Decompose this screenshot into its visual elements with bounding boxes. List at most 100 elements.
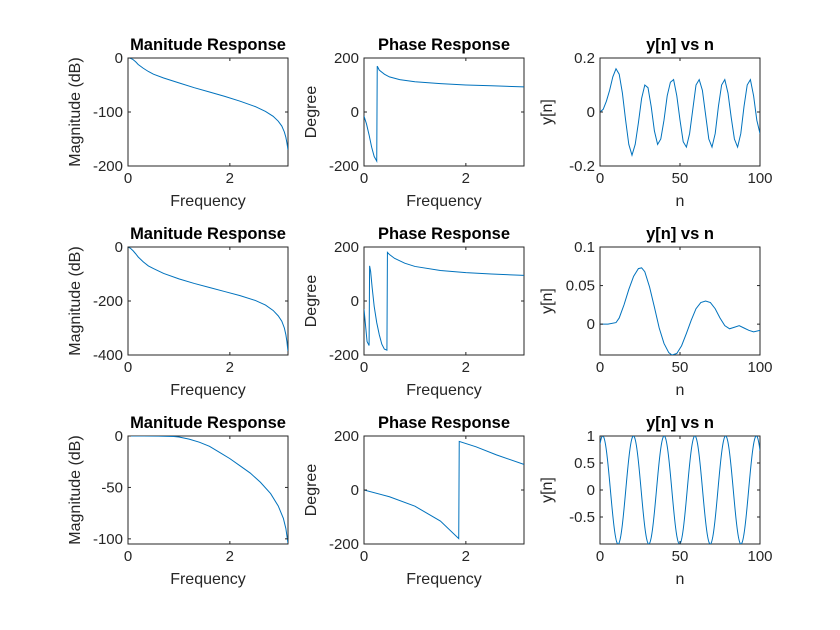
y-tick-label: 200: [334, 50, 359, 67]
x-tick-label: 0: [596, 548, 604, 565]
series-line: [364, 65, 524, 164]
y-tick-label: -0.2: [569, 158, 595, 175]
subplot-6: 0 50 100 0 0.05 0.1 y[n] vs n n y[n]: [539, 225, 773, 399]
x-tick-label: 0: [124, 359, 132, 376]
x-tick-label: 100: [747, 548, 772, 565]
x-axis-label: n: [676, 193, 685, 210]
axes-box: [599, 435, 761, 545]
y-tick-label: 0: [587, 104, 595, 121]
subplot-3: 0 50 100-0.200.2y[n] vs nny[n]: [539, 36, 773, 210]
axes-box: [363, 435, 525, 545]
axes-box: [599, 246, 761, 356]
chart-title: Manitude Response: [130, 414, 286, 432]
series-line: [600, 67, 760, 157]
y-tick-label: 200: [334, 239, 359, 256]
y-tick-label: 0: [115, 428, 123, 445]
x-tick-label: 100: [747, 359, 772, 376]
series-line: [128, 436, 288, 544]
y-tick-label: -200: [93, 293, 123, 310]
x-tick-label: 50: [672, 359, 689, 376]
x-tick-label: 2: [226, 548, 234, 565]
x-tick-label: 100: [747, 170, 772, 187]
x-tick-label: 50: [672, 170, 689, 187]
y-tick-label: 0.1: [574, 239, 595, 256]
chart-title: y[n] vs n: [646, 414, 714, 432]
subplot-4: 0 2 -400 -200 0 Manitude Response Frequency Mag…: [67, 225, 289, 399]
x-tick-label: 0: [124, 548, 132, 565]
chart-title: Phase Response: [378, 225, 510, 243]
y-tick-label: 0: [351, 482, 359, 499]
x-tick-label: 50: [672, 548, 689, 565]
series-line: [364, 440, 524, 540]
axes-box: [363, 57, 525, 167]
y-tick-label: -400: [93, 347, 123, 364]
chart-title: Phase Response: [378, 414, 510, 432]
y-axis-label: Degree: [303, 275, 320, 328]
y-tick-label: 0.2: [574, 50, 595, 67]
x-tick-label: 0: [360, 548, 368, 565]
series-line: [128, 247, 288, 352]
y-tick-label: 0: [115, 50, 123, 67]
y-tick-label: 0: [587, 316, 595, 333]
x-tick-label: 2: [226, 359, 234, 376]
x-tick-label: 0: [360, 170, 368, 187]
y-tick-label: 0.05: [566, 278, 595, 295]
y-tick-label: -0.5: [569, 509, 595, 526]
x-axis-label: Frequency: [170, 382, 246, 399]
x-axis-label: n: [676, 571, 685, 588]
x-axis-label: n: [676, 382, 685, 399]
y-axis-label: Degree: [303, 86, 320, 139]
x-tick-label: 2: [462, 170, 470, 187]
y-tick-label: -200: [329, 536, 359, 553]
x-tick-label: 0: [360, 359, 368, 376]
series-line: [364, 251, 524, 351]
y-tick-label: -200: [329, 158, 359, 175]
series-line: [128, 58, 288, 150]
x-tick-label: 2: [226, 170, 234, 187]
y-tick-label: 0.5: [574, 455, 595, 472]
subplot-7: 0 2 -100 -50 0 Manitude Response Frequency Magn…: [67, 414, 289, 588]
axes-box: [127, 435, 289, 545]
axes-box: [127, 246, 289, 356]
x-axis-label: Frequency: [406, 193, 482, 210]
y-tick-label: 0: [351, 104, 359, 121]
chart-title: y[n] vs n: [646, 36, 714, 54]
y-tick-label: 200: [334, 428, 359, 445]
y-axis-label: y[n]: [539, 288, 556, 314]
x-tick-label: 2: [462, 548, 470, 565]
x-axis-label: Frequency: [406, 571, 482, 588]
y-tick-label: 0: [587, 482, 595, 499]
x-axis-label: Frequency: [170, 193, 246, 210]
y-axis-label: y[n]: [539, 477, 556, 503]
axes-box: [599, 57, 761, 167]
y-axis-label: Degree: [303, 464, 320, 517]
chart-title: Phase Response: [378, 36, 510, 54]
y-tick-label: -50: [101, 479, 123, 496]
x-tick-label: 0: [596, 359, 604, 376]
y-axis-label: y[n]: [539, 99, 556, 125]
axes-box: [127, 57, 289, 167]
y-tick-label: -100: [93, 104, 123, 121]
subplot-1: 0 2 -200 -100 0 Manitude Response Frequency Mag…: [67, 36, 289, 210]
x-tick-label: 2: [462, 359, 470, 376]
series-line: [600, 267, 760, 355]
y-tick-label: 0: [115, 239, 123, 256]
subplot-9: 0 50 100 -0.5 0 0.5 1 y[n] vs n n y[n]: [539, 414, 773, 588]
chart-title: Manitude Response: [130, 225, 286, 243]
y-tick-label: -200: [329, 347, 359, 364]
axes-box: [363, 246, 525, 356]
chart-title: y[n] vs n: [646, 225, 714, 243]
y-axis-label: Magnitude (dB): [67, 57, 84, 166]
y-axis-label: Magnitude (dB): [67, 435, 84, 544]
y-tick-label: 1: [587, 428, 595, 445]
x-tick-label: 0: [596, 170, 604, 187]
chart-title: Manitude Response: [130, 36, 286, 54]
x-axis-label: Frequency: [170, 571, 246, 588]
y-axis-label: Magnitude (dB): [67, 246, 84, 355]
x-axis-label: Frequency: [406, 382, 482, 399]
y-tick-label: -200: [93, 158, 123, 175]
